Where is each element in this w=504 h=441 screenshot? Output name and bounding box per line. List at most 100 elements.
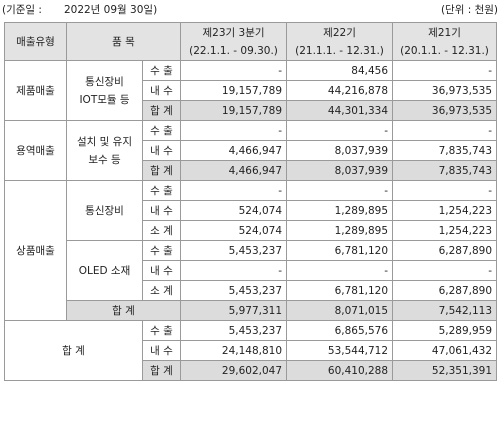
value-cell: -	[392, 180, 498, 201]
base-date: (기준일 : 2022년 09월 30일)	[2, 0, 157, 20]
value-cell: 53,544,712	[286, 340, 394, 361]
value-cell: 7,542,113	[392, 300, 498, 321]
value-cell: 29,602,047	[180, 360, 288, 381]
value-cell: 19,157,789	[180, 100, 288, 121]
label-total: 합 계	[141, 100, 182, 121]
col-header-period-2: 제22기 (21.1.1. - 12.31.)	[286, 22, 394, 61]
label-domestic: 내 수	[141, 140, 182, 161]
report-header: (기준일 : 2022년 09월 30일) (단위 : 천원)	[0, 0, 504, 20]
label-total: 합 계	[141, 360, 182, 381]
table-row: 합 계 수 출 5,453,237 6,865,576 5,289,959	[4, 320, 498, 381]
item-product-sales: 통신장비 IOT모듈 등	[66, 60, 143, 121]
period-1-range: (22.1.1. - 09.30.)	[189, 44, 278, 57]
value-cell: -	[392, 120, 498, 141]
label-goods-total: 합 계	[65, 300, 182, 321]
value-cell: 8,071,015	[286, 300, 394, 321]
period-3-name: 제21기	[428, 26, 461, 39]
value-cell: 6,287,890	[392, 240, 498, 261]
unit-label: (단위 : 천원)	[440, 4, 498, 16]
value-cell: -	[180, 180, 288, 201]
table-row: OLED 소재 수 출 5,453,237 6,781,120 6,287,89…	[5, 240, 498, 301]
col-header-type: 매출유형	[4, 22, 67, 61]
table-row: 합 계 5,977,311 8,071,015 7,542,113	[5, 300, 498, 321]
period-1-name: 제23기 3분기	[202, 26, 265, 39]
value-cell: 7,835,743	[392, 160, 498, 181]
value-cell: 1,254,223	[392, 200, 498, 221]
sales-table: 매출유형 품 목 제23기 3분기 (22.1.1. - 09.30.) 제22기…	[4, 22, 498, 381]
value-cell: 8,037,939	[286, 140, 394, 161]
value-cell: -	[286, 120, 394, 141]
value-cell: 1,254,223	[392, 220, 498, 241]
item-service-sales-line1: 설치 및 유지	[77, 135, 132, 148]
value-cell: 5,977,311	[180, 300, 288, 321]
value-cell: 44,216,878	[286, 80, 394, 101]
label-subtotal: 소 계	[141, 220, 182, 241]
period-2-range: (21.1.1. - 12.31.)	[295, 44, 384, 57]
item-product-sales-line1: 통신장비	[85, 75, 124, 88]
table-row: 내 수 - - -	[5, 260, 498, 281]
value-cell: 6,781,120	[286, 240, 394, 261]
item-product-sales-line2: IOT모듈 등	[79, 93, 130, 106]
value-cell: 5,453,237	[180, 240, 288, 261]
value-cell: 4,466,947	[180, 160, 288, 181]
value-cell: -	[286, 180, 394, 201]
table-row: 합 계 19,157,789 44,301,334 36,973,535	[5, 100, 498, 121]
value-cell: 36,973,535	[392, 80, 498, 101]
type-goods-sales: 상품매출	[4, 180, 67, 321]
type-product-sales: 제품매출	[4, 60, 67, 121]
value-cell: 36,973,535	[392, 100, 498, 121]
value-cell: 8,037,939	[286, 160, 394, 181]
value-cell: 1,289,895	[286, 220, 394, 241]
value-cell: -	[180, 260, 288, 281]
value-cell: 52,351,391	[392, 360, 498, 381]
col-header-item: 품 목	[65, 22, 182, 61]
label-export: 수 출	[141, 320, 182, 341]
value-cell: 5,453,237	[180, 320, 288, 341]
item-service-sales-line2: 보수 등	[88, 153, 121, 166]
label-domestic: 내 수	[141, 200, 182, 221]
item-goods-oled: OLED 소재	[66, 240, 143, 301]
label-total: 합 계	[141, 160, 182, 181]
table-header-row: 매출유형 품 목 제23기 3분기 (22.1.1. - 09.30.) 제22기…	[4, 22, 498, 61]
value-cell: 19,157,789	[180, 80, 288, 101]
period-3-range: (20.1.1. - 12.31.)	[400, 44, 489, 57]
value-cell: 47,061,432	[392, 340, 498, 361]
item-goods-telecom: 통신장비	[66, 180, 143, 241]
value-cell: 84,456	[286, 60, 394, 81]
label-domestic: 내 수	[141, 80, 182, 101]
label-domestic: 내 수	[141, 340, 182, 361]
value-cell: 6,781,120	[286, 280, 394, 301]
type-grand-total: 합 계	[4, 320, 143, 381]
base-date-label: (기준일 :	[2, 4, 42, 16]
table-row: 소 계 524,074 1,289,895 1,254,223	[5, 220, 498, 241]
value-cell: 6,865,576	[286, 320, 394, 341]
base-date-close: )	[153, 4, 158, 16]
col-header-period-1: 제23기 3분기 (22.1.1. - 09.30.)	[180, 22, 288, 61]
value-cell: 24,148,810	[180, 340, 288, 361]
table-row: 내 수 524,074 1,289,895 1,254,223	[5, 200, 498, 221]
type-service-sales: 용역매출	[4, 120, 67, 181]
value-cell: 7,835,743	[392, 140, 498, 161]
value-cell: 6,287,890	[392, 280, 498, 301]
value-cell: -	[286, 260, 394, 281]
table-row: 제품매출 통신장비 IOT모듈 등 수 출 - 84,456 -	[4, 60, 498, 121]
label-export: 수 출	[141, 240, 182, 261]
value-cell: 44,301,334	[286, 100, 394, 121]
table-row: 상품매출 통신장비 수 출 - - -	[4, 180, 498, 321]
label-export: 수 출	[141, 180, 182, 201]
label-subtotal: 소 계	[141, 280, 182, 301]
value-cell: 60,410,288	[286, 360, 394, 381]
label-export: 수 출	[141, 60, 182, 81]
value-cell: 524,074	[180, 220, 288, 241]
value-cell: 5,289,959	[392, 320, 498, 341]
value-cell: -	[180, 120, 288, 141]
value-cell: -	[392, 260, 498, 281]
base-date-value: 2022년 09월 30일	[63, 4, 154, 16]
value-cell: 4,466,947	[180, 140, 288, 161]
table-row: 내 수 24,148,810 53,544,712 47,061,432	[5, 340, 498, 361]
value-cell: 5,453,237	[180, 280, 288, 301]
table-row: 합 계 29,602,047 60,410,288 52,351,391	[5, 360, 498, 381]
table-row: 용역매출 설치 및 유지 보수 등 수 출 - - -	[4, 120, 498, 181]
